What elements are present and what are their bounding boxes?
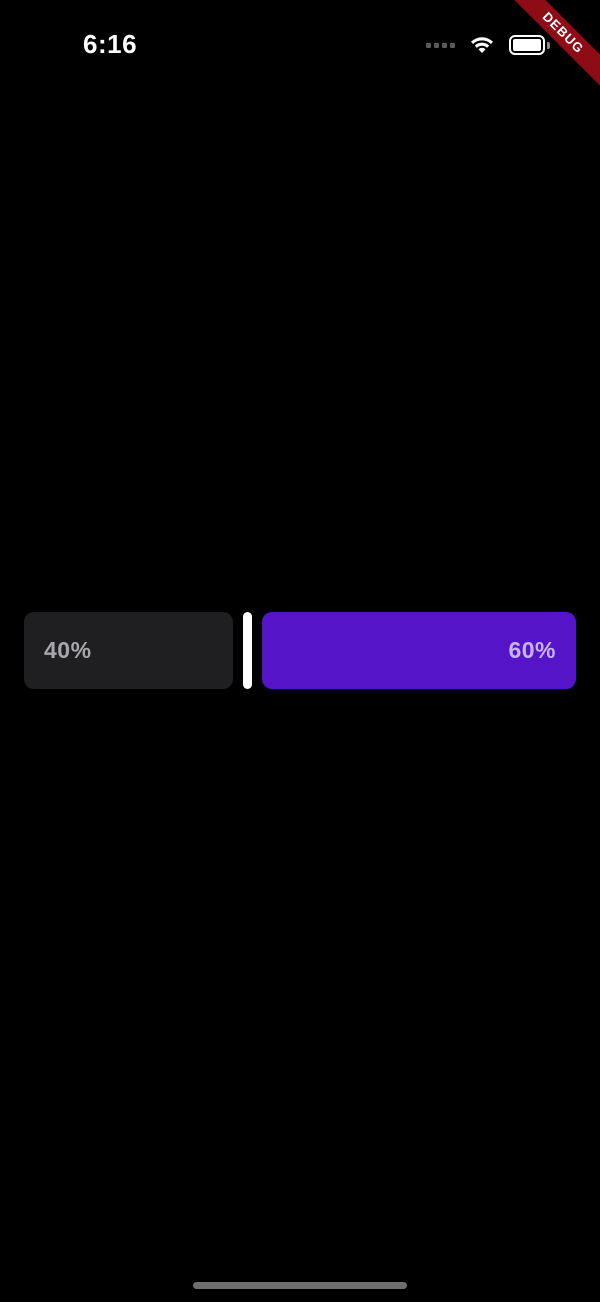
status-icons — [426, 34, 550, 56]
left-segment[interactable]: 40% — [24, 612, 233, 689]
wifi-icon — [469, 35, 495, 55]
status-bar: 6:16 — [0, 0, 600, 90]
signal-dots-icon — [426, 42, 455, 48]
right-percent-label: 60% — [508, 637, 556, 663]
divider-handle[interactable] — [243, 612, 252, 689]
right-segment[interactable]: 60% — [262, 612, 576, 689]
split-slider[interactable]: 40% 60% — [24, 612, 576, 689]
status-time: 6:16 — [83, 29, 138, 59]
left-percent-label: 40% — [44, 637, 92, 663]
home-indicator — [193, 1282, 407, 1289]
battery-icon — [509, 35, 550, 55]
